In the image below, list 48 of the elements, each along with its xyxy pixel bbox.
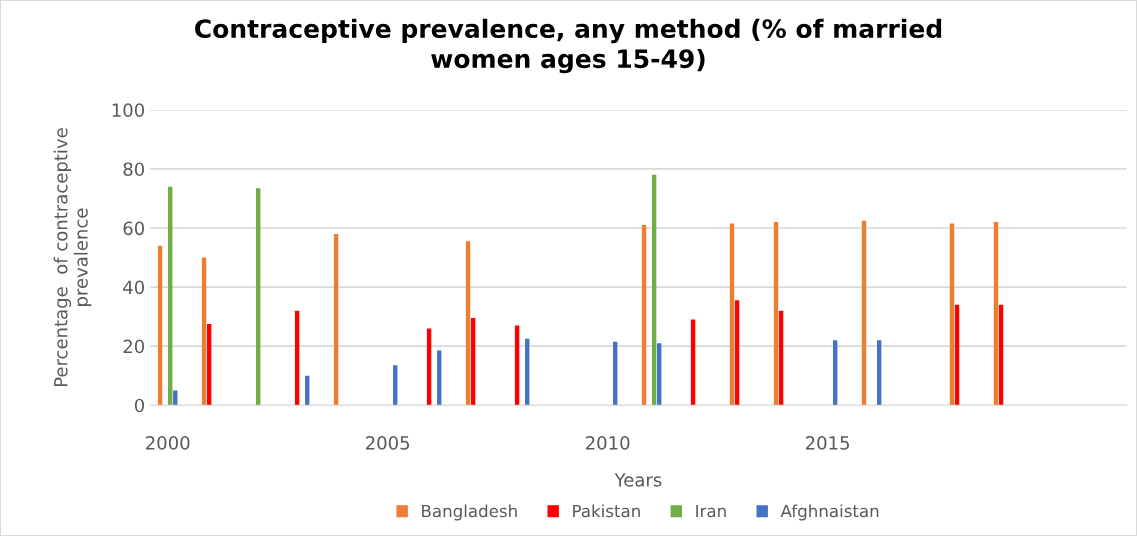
chart-title: Contraceptive prevalence, any method (% of married women ages 15-49) (195, 18, 942, 74)
bar (832, 340, 838, 406)
y-axis-title: Percentage of contraceptive prevalence (53, 128, 92, 387)
bar (426, 328, 432, 406)
bar (729, 223, 735, 406)
y-tick-label: 80 (123, 162, 145, 177)
bar (168, 186, 173, 406)
bar (876, 340, 882, 406)
bar (734, 300, 740, 406)
bar (525, 338, 530, 406)
bar (613, 341, 618, 406)
legend-label: Pakistan (573, 504, 640, 518)
legend-label: Bangladesh (422, 504, 517, 521)
bar (470, 318, 476, 406)
bar (393, 365, 398, 406)
bar (998, 304, 1004, 406)
bar (861, 220, 867, 406)
y-tick-label: 60 (123, 221, 145, 236)
bar (993, 222, 999, 406)
bar (949, 223, 955, 406)
bar (157, 245, 163, 406)
y-tick-label: 40 (123, 280, 145, 295)
bar (954, 304, 960, 406)
bar (690, 319, 696, 406)
y-tick-label: 0 (134, 398, 145, 413)
bar (201, 257, 207, 406)
bar (206, 324, 212, 406)
y-tick-label: 100 (112, 103, 145, 117)
x-tick-label: 2005 (366, 436, 410, 450)
bar (778, 310, 784, 406)
legend-label: Iran (696, 504, 726, 518)
x-tick-label: 2000 (146, 436, 190, 450)
legend-label: Afghnaistan (780, 504, 879, 521)
bar (641, 225, 647, 406)
bar (437, 350, 442, 406)
x-tick-label: 2015 (805, 436, 849, 450)
bar (333, 233, 339, 406)
bar (294, 310, 300, 406)
bar (173, 390, 178, 406)
bar (256, 188, 261, 406)
bar (657, 343, 662, 406)
bar (651, 174, 657, 406)
y-tick-label: 20 (123, 339, 145, 354)
x-tick-label: 2010 (585, 436, 630, 450)
bar (514, 325, 520, 406)
x-axis-title: Years (614, 473, 662, 487)
bar (465, 241, 471, 406)
bar (773, 222, 779, 406)
